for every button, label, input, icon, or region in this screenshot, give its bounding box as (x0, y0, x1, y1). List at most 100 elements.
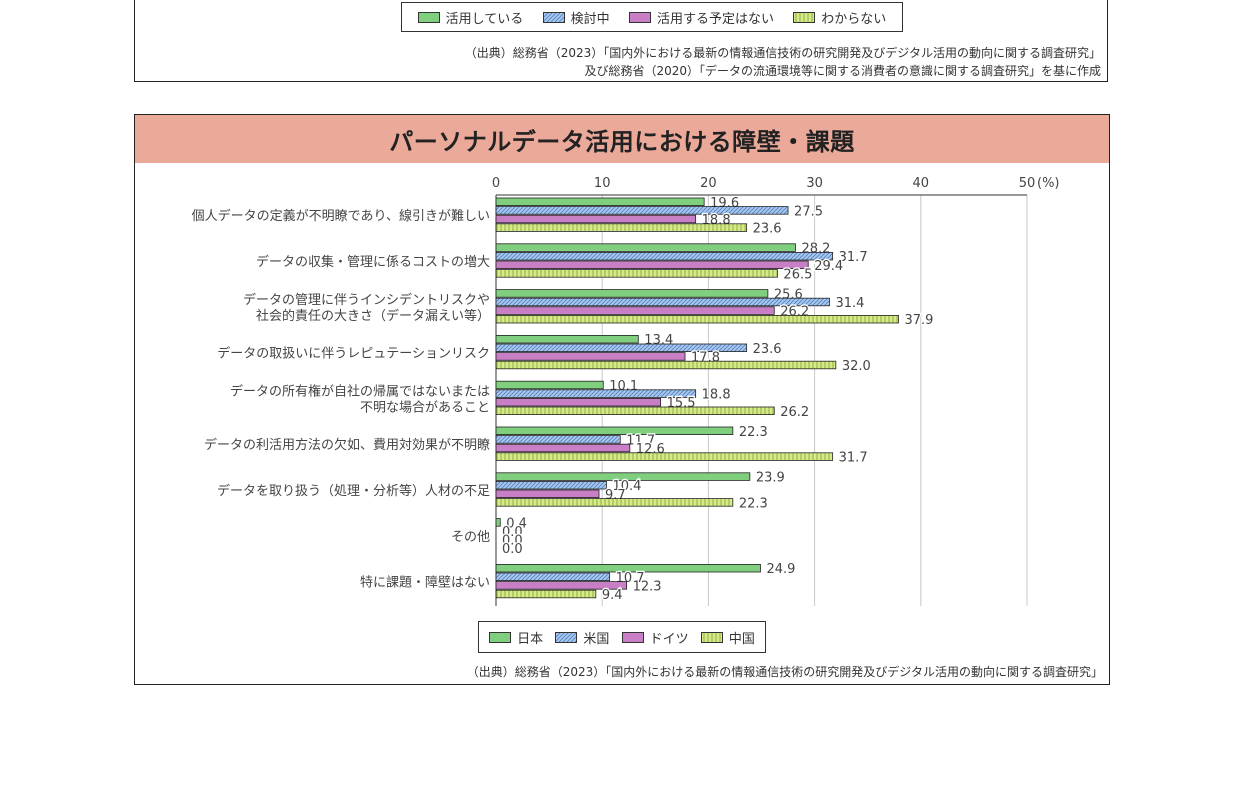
category-label: データを取り扱う（処理・分析等）人材の不足 (217, 483, 490, 499)
bar (495, 206, 789, 215)
legend-label: 検討中 (570, 11, 610, 27)
data-label: 31.7 (839, 250, 868, 265)
category-label: データの利活用方法の欠如、費用対効果が不明瞭 (204, 437, 490, 453)
data-label: 0.0 (502, 525, 523, 540)
legend-label: 活用する予定はない (656, 11, 774, 27)
data-label: 29.4 (814, 259, 843, 274)
bar (495, 380, 604, 390)
data-label: 24.9 (766, 562, 795, 577)
bar (495, 452, 834, 461)
category-label: データの収集・管理に係るコストの増大 (256, 254, 490, 270)
data-label: 37.9 (904, 313, 933, 328)
x-tick-label: 0 (492, 176, 500, 191)
legend-swatch (621, 631, 644, 643)
data-label: 32.0 (842, 359, 871, 374)
bar (495, 297, 830, 307)
bar (495, 572, 611, 581)
category-label: データの所有権が自社の帰属ではないまたは (230, 383, 490, 399)
bar (495, 406, 775, 415)
data-label: 0.0 (502, 542, 523, 557)
bar (495, 426, 734, 435)
data-label: 26.5 (783, 267, 812, 282)
bar (495, 334, 639, 344)
bar (495, 197, 705, 206)
legend-label: 日本 (517, 631, 544, 647)
legend-label: 活用している (445, 11, 524, 27)
bar (495, 581, 628, 590)
bar (495, 563, 761, 573)
barriers-chart-panel: パーソナルデータ活用における障壁・課題 0 10 20 30 40 50 (%) 個人データの… (134, 114, 1110, 685)
bar (495, 306, 775, 315)
bar (495, 352, 686, 361)
legend-label: わからない (821, 11, 887, 27)
top-legend: 活用している 検討中 活用する予定はない わからない (401, 2, 903, 32)
top-legend-item-no-plan: 活用する予定はない (628, 8, 774, 27)
bar (495, 343, 748, 352)
legend-label: 中国 (728, 631, 755, 647)
bar (495, 518, 501, 527)
chart-title: パーソナルデータ活用における障壁・課題 (389, 127, 855, 156)
data-label: 0.0 (502, 534, 523, 549)
data-label: 18.8 (702, 388, 731, 403)
category-label: データの取扱いに伴うレピュテーションリスク (217, 346, 490, 362)
bar (495, 289, 769, 298)
bar (495, 314, 899, 324)
top-legend-item-unknown: わからない (793, 8, 886, 27)
legend-label: ドイツ (649, 631, 689, 647)
legend-swatch (542, 11, 565, 23)
legend-swatch (489, 631, 512, 643)
chart-source: （出典）総務省（2023）「国内外における最新の情報通信技術の研究開発及びデジタ… (466, 665, 1103, 679)
legend-item: 中国 (700, 628, 755, 647)
bar (495, 435, 621, 444)
bar (495, 223, 748, 232)
data-label: 27.5 (794, 204, 823, 219)
x-tick-label: 50 (1019, 176, 1036, 191)
category-label: データの管理に伴うインシデントリスクや (243, 292, 490, 308)
data-label: 23.6 (753, 342, 782, 357)
data-label: 31.4 (835, 296, 864, 311)
top-source-line-2: 及び総務省（2020）「データの流通環境等に関する消費者の意識に関する調査研究」… (584, 64, 1101, 78)
category-label: その他 (451, 530, 490, 545)
data-label: 11.7 (626, 433, 655, 448)
top-legend-item-considering: 検討中 (542, 8, 610, 27)
category-label: 社会的責任の大きさ（データ漏えい等） (256, 308, 490, 324)
x-tick-label: 10 (594, 176, 611, 191)
bar-chart: 0 10 20 30 40 50 (%)個人データの定義が不明瞭であり、線引きが難しい19.… (192, 176, 1060, 606)
data-label: 22.3 (739, 496, 768, 511)
bar (495, 269, 778, 278)
bar (495, 243, 796, 252)
bar (495, 360, 837, 370)
data-label: 12.3 (633, 579, 662, 594)
legend-label: 米国 (583, 631, 610, 647)
bar (495, 589, 597, 599)
legend-item: 米国 (555, 628, 609, 647)
chart-legend: 日本 米国 ドイツ 中国 (478, 621, 766, 653)
legend-swatch (417, 11, 440, 23)
legend-swatch (628, 11, 651, 23)
x-tick-label: 40 (913, 176, 930, 191)
category-label: 不明な場合があること (360, 400, 490, 415)
category-label: 個人データの定義が不明瞭であり、線引きが難しい (192, 208, 490, 224)
legend-swatch (793, 11, 816, 23)
data-label: 31.7 (839, 451, 868, 466)
data-label: 0.4 (506, 516, 527, 531)
bar (495, 480, 607, 490)
legend-swatch (555, 631, 578, 643)
previous-figure-panel: 活用している 検討中 活用する予定はない わからない （出典）総務省（2023）… (134, 0, 1108, 82)
bar (495, 260, 809, 269)
x-tick-label: 30 (806, 176, 823, 191)
data-label: 23.6 (753, 222, 782, 237)
data-label: 9.4 (602, 588, 623, 603)
bar (495, 443, 631, 453)
chart-title-band: パーソナルデータ活用における障壁・課題 (135, 115, 1109, 163)
data-label: 26.2 (780, 405, 809, 420)
bar (495, 498, 734, 507)
bar (495, 214, 697, 224)
data-label: 23.9 (756, 471, 785, 486)
x-tick-label: 20 (700, 176, 717, 191)
bar (495, 397, 662, 407)
legend-item: ドイツ (621, 628, 689, 647)
bar (495, 472, 751, 481)
bar (495, 251, 834, 261)
data-label: 22.3 (739, 425, 768, 440)
